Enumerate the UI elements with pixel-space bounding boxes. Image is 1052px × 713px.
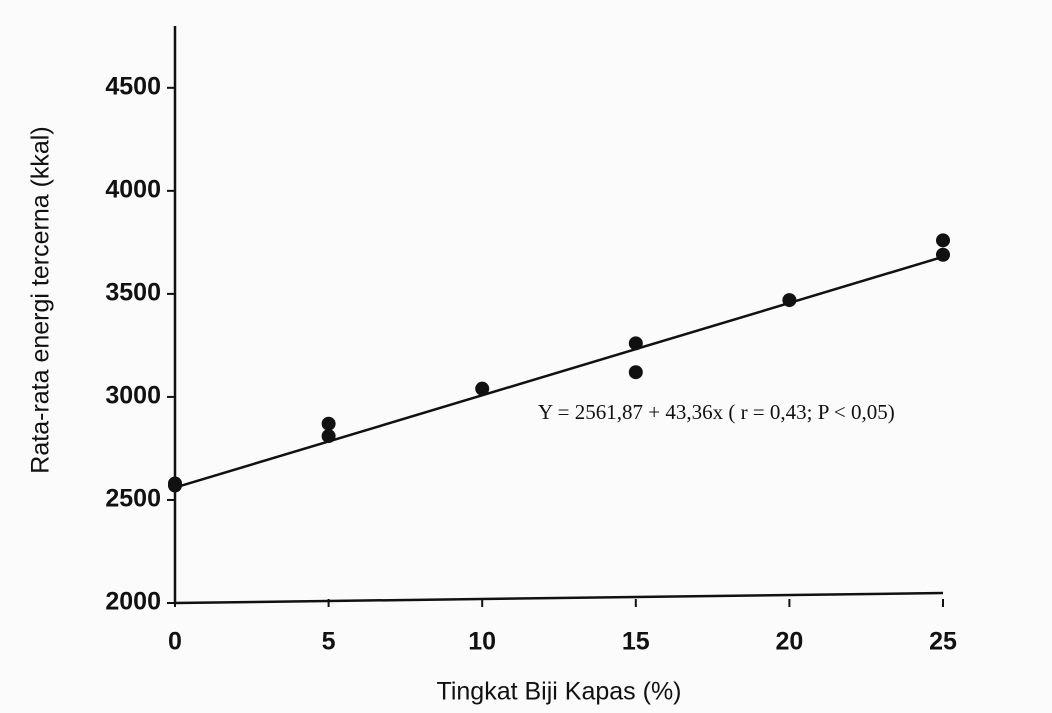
point xyxy=(321,416,336,431)
x-tick-label: 5 xyxy=(322,628,336,656)
point xyxy=(475,381,490,396)
x-tick-label: 25 xyxy=(929,628,957,656)
y-tick-label: 2500 xyxy=(105,485,161,513)
y-axis-label: Rata-rata energi tercerna (kkal) xyxy=(27,126,55,473)
y-tick-label: 3000 xyxy=(105,382,161,410)
x-axis-label: Tingkat Biji Kapas (%) xyxy=(437,678,682,706)
x-tick-label: 20 xyxy=(775,628,803,656)
trendline xyxy=(174,255,944,489)
y-tick-label: 4500 xyxy=(105,72,161,100)
point xyxy=(321,429,336,444)
point xyxy=(782,293,797,308)
x-tick-label: 10 xyxy=(468,628,496,656)
point xyxy=(628,336,643,351)
point xyxy=(168,478,182,493)
annotation: Y = 2561,87 + 43,36x ( r = 0,43; P < 0,0… xyxy=(538,400,895,424)
point xyxy=(936,247,950,262)
x-axis xyxy=(174,591,944,605)
y-tick-label: 4000 xyxy=(105,175,161,203)
y-tick-label: 2000 xyxy=(105,588,161,616)
x-tick-label: 0 xyxy=(168,628,182,656)
x-tick-label: 15 xyxy=(622,628,650,656)
point xyxy=(936,233,950,248)
point xyxy=(628,365,643,380)
y-tick-label: 3500 xyxy=(105,279,161,307)
